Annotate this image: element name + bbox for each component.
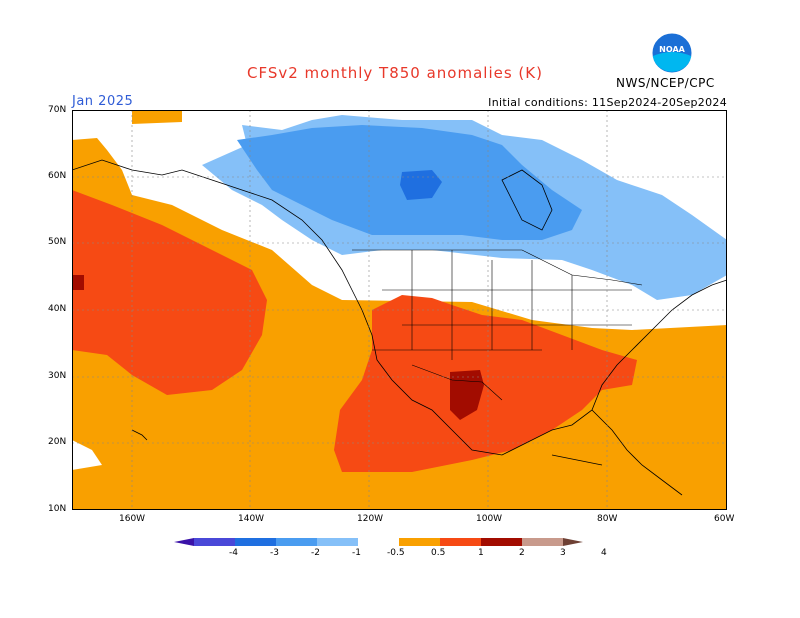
legend-swatch	[522, 538, 563, 546]
legend-arrow-low	[174, 538, 194, 546]
legend-tick-label: 3	[560, 548, 566, 558]
lat-tick-30n: 30N	[48, 371, 67, 381]
legend-tick-label: -3	[270, 548, 279, 558]
map-title-text: CFSv2 monthly T850 anomalies (K)	[247, 64, 543, 82]
lon-tick-120w: 120W	[357, 514, 384, 524]
lon-tick-60w: 60W	[714, 514, 735, 524]
lat-tick-40n: 40N	[48, 304, 67, 314]
anomaly-warm-region-north-pacific	[132, 110, 182, 124]
lon-tick-160w: 160W	[119, 514, 146, 524]
legend-colorbar	[174, 538, 583, 546]
legend-swatch	[481, 538, 522, 546]
initial-conditions: Initial conditions: 11Sep2024-20Sep2024	[488, 96, 727, 109]
legend-tick-label: -2	[311, 548, 320, 558]
lon-tick-80w: 80W	[597, 514, 618, 524]
anomaly-red-pacific	[72, 190, 267, 395]
legend-tick-label: -4	[229, 548, 238, 558]
legend-tick-label: -0.5	[387, 548, 405, 558]
legend-swatch	[194, 538, 235, 546]
anomaly-map	[72, 110, 727, 510]
anomaly-darkred-mexico	[450, 370, 484, 420]
graticule	[72, 110, 727, 510]
legend-tick-label: -1	[352, 548, 361, 558]
forecast-month: Jan 2025	[72, 94, 134, 109]
legend-tick-label: 2	[519, 548, 525, 558]
lat-tick-20n: 20N	[48, 437, 67, 447]
legend-swatch	[235, 538, 276, 546]
legend-swatch	[440, 538, 481, 546]
political-borders	[352, 249, 643, 401]
legend-swatch	[276, 538, 317, 546]
legend-tick-label: 1	[478, 548, 484, 558]
lon-tick-100w: 100W	[476, 514, 503, 524]
lon-tick-140w: 140W	[238, 514, 265, 524]
map-title: CFSv2 monthly T850 anomalies (K)	[0, 64, 800, 82]
legend-tick-label: 0.5	[431, 548, 446, 558]
legend-swatch	[399, 538, 440, 546]
lat-tick-70n: 70N	[48, 105, 67, 115]
lat-tick-60n: 60N	[48, 171, 67, 181]
legend-swatch	[317, 538, 358, 546]
anomaly-darkred-alaska-edge	[72, 275, 84, 290]
logo-text: NOAA	[659, 45, 685, 54]
anomaly-red-north-america	[334, 295, 637, 472]
anomaly-darkblue-core	[400, 170, 442, 200]
coastlines	[72, 159, 727, 496]
noaa-logo-icon: NOAA	[651, 32, 693, 74]
neutral-pocket-sw	[72, 440, 102, 470]
agency-label: NWS/NCEP/CPC	[616, 76, 715, 90]
legend-tick-label: 4	[601, 548, 607, 558]
legend-swatch	[358, 538, 399, 546]
legend-arrow-high	[563, 538, 583, 546]
lat-tick-10n: 10N	[48, 504, 67, 514]
lat-tick-50n: 50N	[48, 237, 67, 247]
